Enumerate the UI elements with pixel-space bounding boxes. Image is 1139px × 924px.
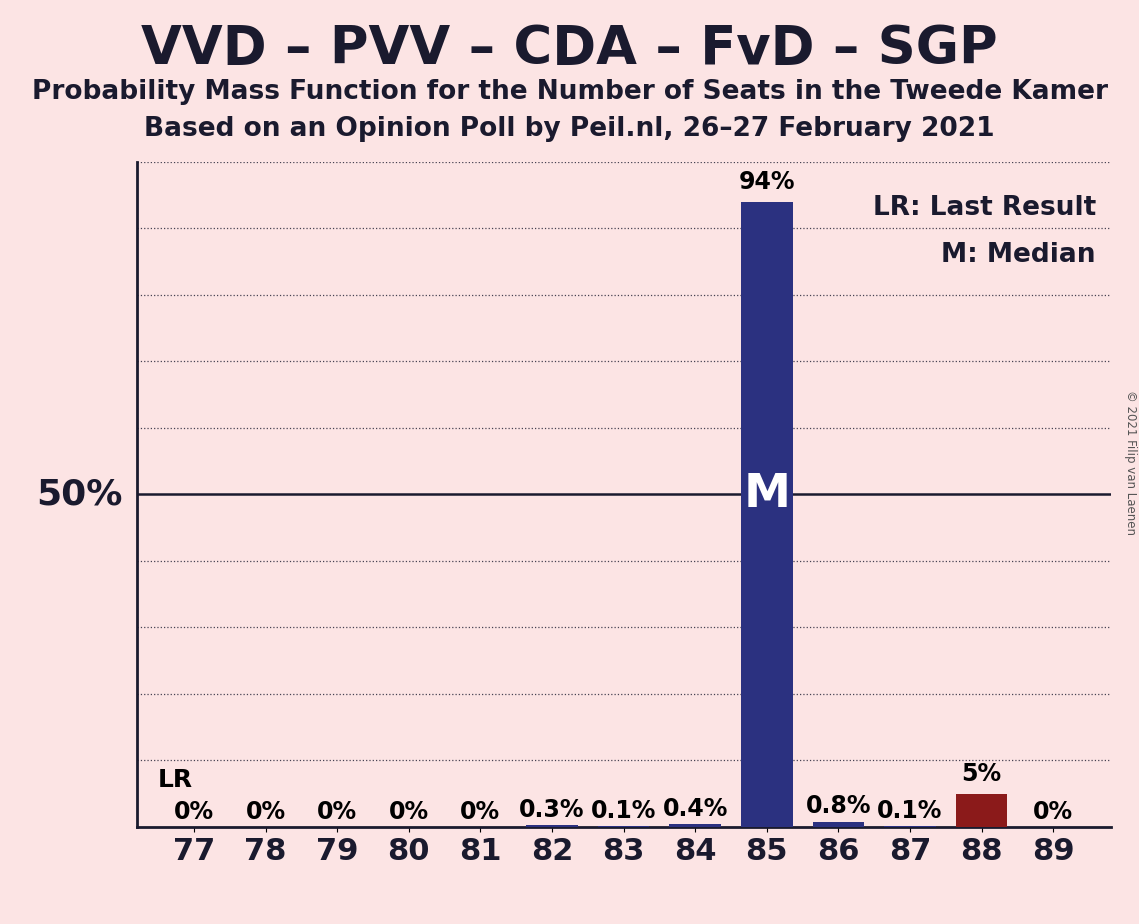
Text: 50%: 50% [36, 478, 122, 511]
Text: VVD – PVV – CDA – FvD – SGP: VVD – PVV – CDA – FvD – SGP [141, 23, 998, 75]
Bar [670, 824, 721, 827]
Text: LR: Last Result: LR: Last Result [872, 195, 1096, 221]
Text: 0.3%: 0.3% [519, 797, 584, 821]
Text: M: M [744, 472, 790, 517]
Text: 0%: 0% [174, 799, 214, 823]
Text: Based on an Opinion Poll by Peil.nl, 26–27 February 2021: Based on an Opinion Poll by Peil.nl, 26–… [145, 116, 994, 141]
Text: 0%: 0% [317, 799, 358, 823]
Bar [526, 825, 577, 827]
Text: 0.8%: 0.8% [805, 795, 871, 819]
Text: 0.1%: 0.1% [591, 799, 656, 823]
Text: Probability Mass Function for the Number of Seats in the Tweede Kamer: Probability Mass Function for the Number… [32, 79, 1107, 104]
Text: LR: LR [158, 769, 194, 793]
Text: 0.4%: 0.4% [663, 797, 728, 821]
Text: 5%: 5% [961, 761, 1001, 785]
Text: © 2021 Filip van Laenen: © 2021 Filip van Laenen [1124, 390, 1137, 534]
Text: 0.1%: 0.1% [877, 799, 943, 823]
Text: 94%: 94% [738, 170, 795, 194]
Bar [741, 201, 793, 827]
Bar [956, 794, 1007, 827]
Text: 0%: 0% [1033, 799, 1073, 823]
Text: M: Median: M: Median [942, 241, 1096, 268]
Text: 0%: 0% [246, 799, 286, 823]
Bar [812, 821, 865, 827]
Text: 0%: 0% [460, 799, 500, 823]
Text: 0%: 0% [388, 799, 429, 823]
